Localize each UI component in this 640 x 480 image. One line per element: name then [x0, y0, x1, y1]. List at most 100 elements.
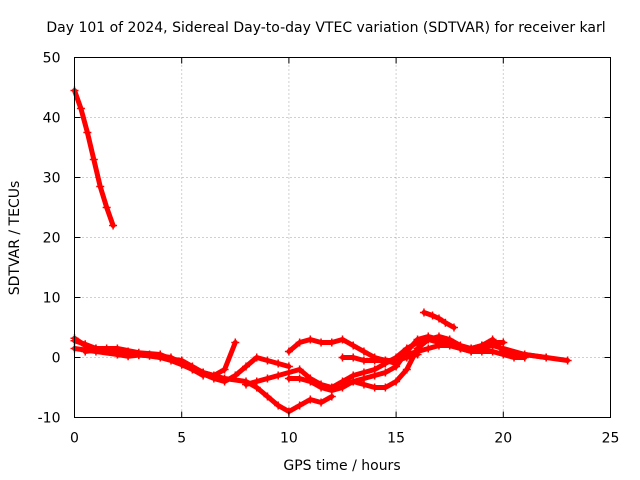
data-point	[370, 356, 379, 365]
data-point	[177, 359, 186, 368]
data-point	[467, 344, 476, 353]
data-point	[413, 335, 422, 344]
data-point	[419, 308, 428, 317]
data-point	[349, 341, 358, 350]
data-point	[327, 386, 336, 395]
data-point	[402, 365, 411, 374]
y-tick-label: 40	[43, 111, 61, 127]
data-point	[338, 380, 347, 389]
data-point	[102, 203, 111, 212]
data-point	[359, 347, 368, 356]
data-point	[242, 380, 251, 389]
y-tick-label: 10	[43, 291, 61, 307]
data-point	[370, 371, 379, 380]
y-tick-label: 0	[52, 351, 61, 367]
data-point	[295, 401, 304, 410]
data-point	[370, 383, 379, 392]
data-point	[317, 338, 326, 347]
x-tick-label: 0	[70, 431, 79, 447]
data-point	[428, 311, 437, 320]
data-point	[359, 380, 368, 389]
y-tick-label: 30	[43, 171, 61, 187]
data-point	[220, 374, 229, 383]
data-point	[477, 341, 486, 350]
y-tick-label: 20	[43, 231, 61, 247]
y-tick-label: -10	[38, 411, 61, 427]
data-point	[434, 314, 443, 323]
data-point	[91, 344, 100, 353]
data-point	[274, 401, 283, 410]
data-point	[81, 341, 90, 350]
data-point	[284, 374, 293, 383]
data-point	[381, 368, 390, 377]
axis-ticks: 0 5 10 15 20 25 -10 0 10 20 30 40 50	[38, 51, 620, 447]
data-point	[338, 353, 347, 362]
data-point	[449, 323, 458, 332]
x-axis-label: GPS time / hours	[283, 458, 400, 474]
data-point	[242, 362, 251, 371]
data-point	[284, 347, 293, 356]
x-tick-label: 5	[177, 431, 186, 447]
data-point	[499, 347, 508, 356]
grid	[74, 57, 611, 418]
data-point	[434, 332, 443, 341]
data-point	[381, 356, 390, 365]
data-point	[441, 318, 450, 327]
data-point	[134, 348, 143, 357]
y-tick-label: 50	[43, 51, 61, 67]
data-point	[306, 395, 315, 404]
data-point	[96, 182, 105, 191]
data-point	[252, 377, 261, 386]
data-point	[349, 353, 358, 362]
data-point	[488, 335, 497, 344]
data-point	[231, 338, 240, 347]
data-point	[274, 359, 283, 368]
data-point	[274, 371, 283, 380]
data-point	[349, 377, 358, 386]
data-point	[542, 353, 551, 362]
y-axis-label: SDTVAR / TECUs	[7, 181, 23, 296]
data-point	[456, 341, 465, 350]
data-point	[317, 383, 326, 392]
data-point	[89, 155, 98, 164]
data-point	[563, 356, 572, 365]
data-point	[392, 377, 401, 386]
data-point	[392, 356, 401, 365]
data-point	[520, 350, 529, 359]
chart-title: Day 101 of 2024, Sidereal Day-to-day VTE…	[46, 20, 605, 36]
data-point	[263, 392, 272, 401]
series-markers-sat-k	[419, 308, 458, 332]
data-point	[317, 398, 326, 407]
data-point	[252, 353, 261, 362]
data-point	[402, 353, 411, 362]
data-point	[76, 104, 85, 113]
data-point	[381, 383, 390, 392]
data-point	[445, 335, 454, 344]
data-point	[263, 374, 272, 383]
data-point	[83, 128, 92, 137]
data-point	[295, 365, 304, 374]
data-point	[306, 377, 315, 386]
data-point	[306, 335, 315, 344]
data-point	[263, 356, 272, 365]
x-tick-label: 15	[387, 431, 405, 447]
data-point	[109, 221, 118, 230]
series-markers-sat-j	[338, 350, 422, 365]
data-point	[156, 350, 165, 359]
data-point	[413, 350, 422, 359]
x-tick-label: 10	[280, 431, 298, 447]
data-point	[424, 335, 433, 344]
data-point	[220, 365, 229, 374]
data-point	[338, 335, 347, 344]
data-point	[199, 368, 208, 377]
data-point	[295, 374, 304, 383]
x-tick-label: 20	[494, 431, 512, 447]
data-point	[359, 356, 368, 365]
data-point	[327, 338, 336, 347]
x-tick-label: 25	[602, 431, 620, 447]
data-point	[113, 344, 122, 353]
series-markers-sat-a	[70, 86, 118, 230]
data-point	[295, 338, 304, 347]
series-group	[70, 86, 572, 416]
